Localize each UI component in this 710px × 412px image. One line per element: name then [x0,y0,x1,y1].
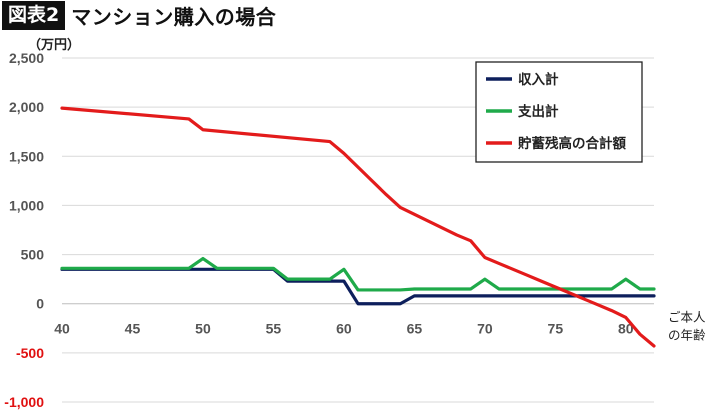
data-point-1 [638,287,642,291]
data-point-2 [511,268,515,271]
data-point-2 [540,279,543,283]
title-row: 図表2 マンション購入の場合 [0,0,276,30]
data-point-1 [286,277,289,281]
y-tick-label: 500 [21,247,45,263]
x-tick-label: 40 [54,321,70,337]
data-point-0 [413,294,416,298]
x-tick-label: 55 [266,321,282,337]
y-unit-label: （万円） [28,38,81,53]
y-tick-label: 1,000 [9,197,44,213]
y-tick-label: -1,000 [4,394,44,410]
data-point-1 [469,287,472,291]
data-point-0 [201,268,205,271]
x-tick-label: 50 [195,321,211,337]
series-line-1 [60,256,656,292]
data-point-2 [427,219,430,223]
data-point-1 [272,267,275,270]
data-point-2 [399,206,402,209]
data-point-1 [652,287,656,291]
data-point-1 [342,268,346,271]
data-point-0 [356,302,360,305]
data-point-1 [413,287,416,291]
data-point-2 [469,239,472,243]
data-point-2 [60,106,64,110]
data-point-2 [554,285,557,289]
data-point-2 [413,213,416,216]
data-point-2 [455,233,458,237]
data-point-0 [399,302,402,305]
data-point-1 [215,267,219,270]
chart-title: マンション購入の場合 [71,4,277,29]
data-point-1 [483,277,487,281]
data-point-2 [384,193,388,196]
data-point-2 [568,291,571,295]
data-point-2 [638,332,642,336]
data-point-0 [384,302,388,305]
x-axis-caption: ご本人 [668,310,706,325]
data-point-2 [187,117,191,121]
x-tick-label: 60 [336,321,352,337]
x-tick-label: 70 [477,321,493,337]
data-point-2 [342,152,346,155]
data-point-2 [370,179,374,183]
data-point-1 [399,288,402,292]
data-point-2 [525,274,529,277]
figure-badge: 図表2 [2,0,66,30]
data-point-0 [554,294,557,298]
legend-label-1: 支出計 [517,103,559,120]
y-tick-label: 0 [36,296,44,312]
data-point-2 [483,256,487,259]
data-point-2 [497,262,501,265]
data-point-2 [201,128,205,131]
series-line-0 [60,267,656,306]
data-point-2 [356,165,360,169]
data-point-1 [187,267,191,270]
y-tick-label: -500 [16,345,44,361]
data-point-1 [201,257,205,260]
data-point-1 [610,287,613,291]
y-tick-label: 1,500 [9,148,44,164]
data-point-1 [60,267,64,270]
data-point-0 [370,302,374,305]
data-point-2 [624,316,628,319]
data-point-0 [483,294,487,298]
data-point-2 [328,140,332,143]
data-point-1 [624,277,628,281]
legend-label-0: 収入計 [518,71,559,88]
data-point-2 [596,303,599,306]
data-point-1 [328,277,332,281]
legend-label-2: 貯蓄残高の合計額 [518,135,626,152]
data-point-1 [356,288,360,292]
data-point-2 [582,297,585,300]
x-tick-label: 45 [125,321,141,337]
data-point-0 [624,294,628,298]
data-point-2 [610,309,613,312]
data-point-1 [497,287,501,291]
data-point-2 [652,344,656,348]
x-tick-label: 75 [548,321,564,337]
x-tick-label: 65 [407,321,423,337]
y-tick-label: 2,000 [9,99,44,115]
x-axis-caption: の年齢 [668,328,706,343]
data-point-0 [652,294,656,298]
data-point-2 [441,226,444,230]
data-point-0 [342,279,346,283]
y-tick-label: 2,500 [9,50,44,66]
